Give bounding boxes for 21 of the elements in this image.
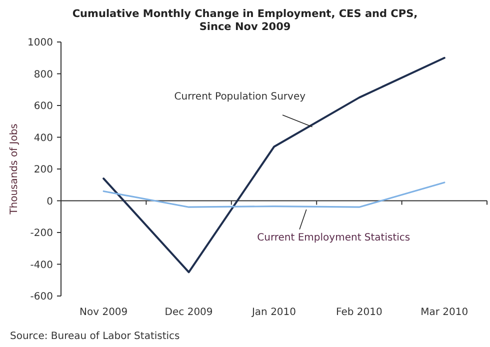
y-axis-title: Thousands of Jobs — [9, 124, 20, 216]
line-series — [102, 56, 446, 274]
y-tick-label: 400 — [34, 132, 53, 144]
y-tick-label: -200 — [30, 228, 53, 239]
y-tick-label: -600 — [30, 292, 53, 302]
x-tick-label: Dec 2009 — [164, 307, 213, 318]
source-note: Source: Bureau of Labor Statistics — [10, 331, 180, 342]
y-tick-label: 600 — [34, 101, 53, 112]
text: Current Population Survey — [174, 92, 306, 102]
text: Current Employment Statistics — [257, 232, 410, 244]
y-tick-label: 200 — [34, 164, 53, 176]
y-tick-label: 1000 — [28, 38, 53, 48]
y-tick-label: 800 — [34, 69, 53, 80]
x-tick-label: Nov 2009 — [80, 307, 128, 318]
x-tick-label: Jan 2010 — [250, 307, 296, 318]
x-tick-label: Feb 2010 — [336, 307, 382, 318]
chart-title: Cumulative Monthly Change in Employment, CES and CPS, Since Nov 2009 — [72, 8, 418, 33]
x-tick-label: Mar 2010 — [420, 307, 468, 318]
y-tick-label: -400 — [30, 260, 53, 271]
line-series — [102, 182, 446, 208]
y-tick-label: 0 — [46, 196, 53, 208]
